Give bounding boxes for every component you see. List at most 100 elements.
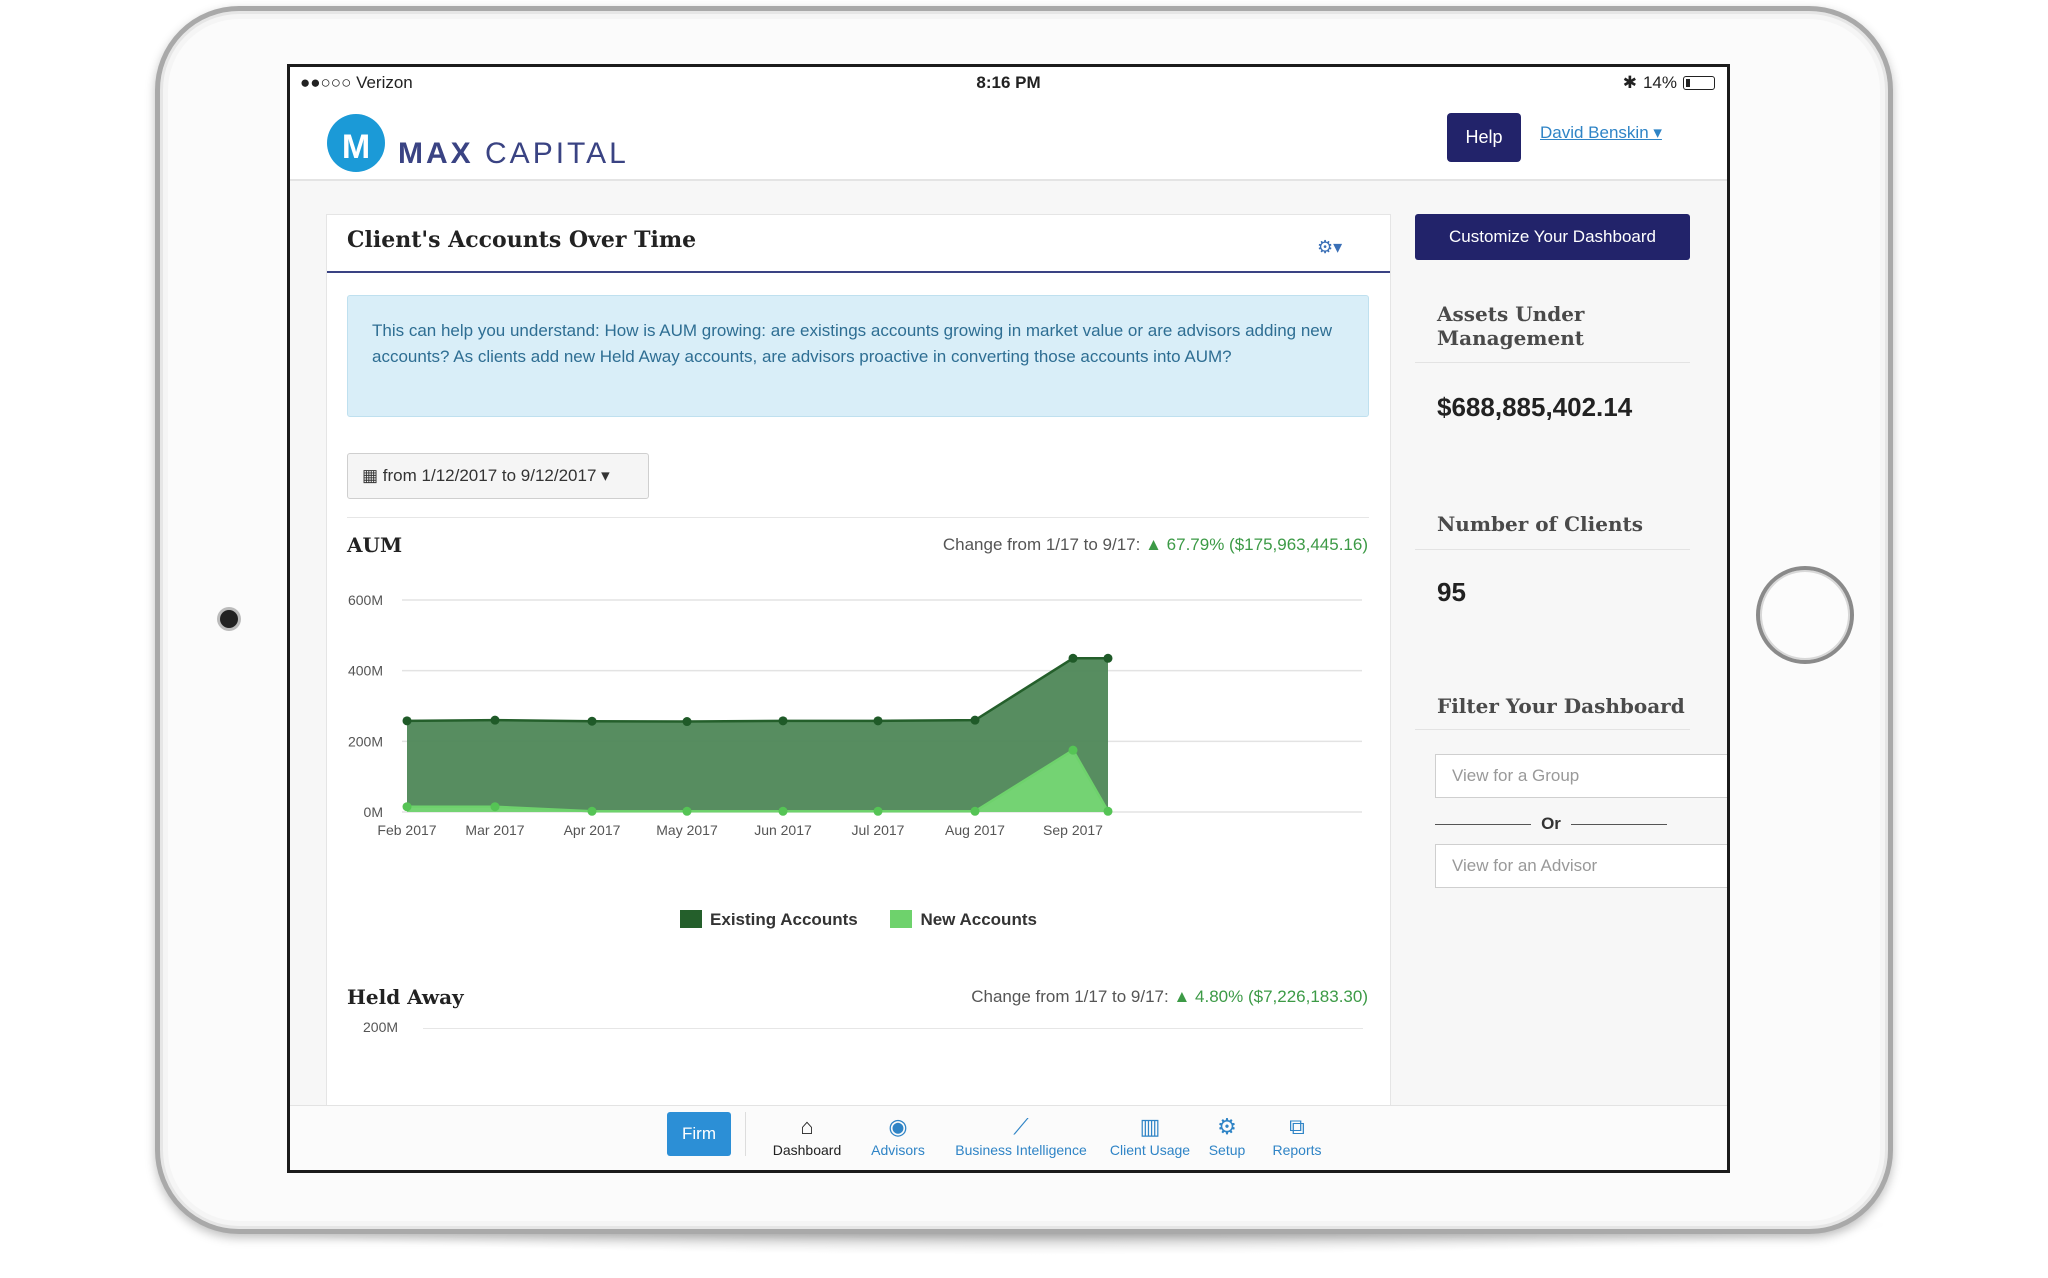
clock: 8:16 PM bbox=[290, 73, 1727, 93]
status-bar: ●●○○○ Verizon 8:16 PM ✱ 14% bbox=[290, 67, 1727, 97]
data-point[interactable] bbox=[491, 716, 500, 725]
area-existing-accounts bbox=[407, 658, 1108, 812]
data-point[interactable] bbox=[1069, 746, 1078, 755]
held-change-prefix: Change from 1/17 to 9/17: bbox=[971, 987, 1169, 1006]
brand-name[interactable]: MAX CAPITAL bbox=[398, 137, 629, 171]
data-point[interactable] bbox=[403, 802, 412, 811]
help-button[interactable]: Help bbox=[1447, 113, 1521, 162]
data-point[interactable] bbox=[874, 807, 883, 816]
data-point[interactable] bbox=[1069, 654, 1078, 663]
group-filter-input[interactable]: View for a Group bbox=[1435, 754, 1730, 798]
user-menu[interactable]: David Benskin ▾ bbox=[1540, 123, 1662, 143]
x-tick-label: May 2017 bbox=[656, 822, 718, 838]
tab-advisors[interactable]: ◉ Advisors bbox=[854, 1114, 942, 1158]
aum-stat-label-line1: Assets Under bbox=[1437, 302, 1584, 326]
y-tick-label: 600M bbox=[348, 592, 383, 608]
held-y-tick: 200M bbox=[363, 1019, 398, 1035]
bar-chart-icon: ▥ bbox=[1105, 1114, 1195, 1142]
data-point[interactable] bbox=[1104, 807, 1113, 816]
data-point[interactable] bbox=[971, 716, 980, 725]
tab-bi-label: Business Intelligence bbox=[949, 1142, 1093, 1158]
line-chart-icon: ⟋ bbox=[949, 1114, 1093, 1142]
y-tick-label: 0M bbox=[364, 804, 383, 820]
tab-advisors-label: Advisors bbox=[854, 1142, 942, 1158]
data-point[interactable] bbox=[588, 717, 597, 726]
date-range-label: from 1/12/2017 to 9/12/2017 ▾ bbox=[383, 466, 610, 485]
held-change-value: ▲ 4.80% ($7,226,183.30) bbox=[1173, 987, 1368, 1006]
data-point[interactable] bbox=[683, 807, 692, 816]
held-gridline bbox=[423, 1028, 1363, 1029]
data-point[interactable] bbox=[403, 716, 412, 725]
brand-light: CAPITAL bbox=[485, 137, 629, 170]
date-range-button[interactable]: ▦ from 1/12/2017 to 9/12/2017 ▾ bbox=[347, 453, 649, 499]
held-away-title: Held Away bbox=[347, 985, 464, 1009]
data-point[interactable] bbox=[1104, 654, 1113, 663]
x-tick-label: Mar 2017 bbox=[465, 822, 524, 838]
tab-setup-label: Setup bbox=[1200, 1142, 1254, 1158]
x-tick-label: Aug 2017 bbox=[945, 822, 1005, 838]
info-alert: This can help you understand: How is AUM… bbox=[347, 295, 1369, 417]
x-tick-label: Apr 2017 bbox=[564, 822, 621, 838]
logo-icon[interactable]: M bbox=[327, 114, 385, 172]
firm-button[interactable]: Firm bbox=[667, 1112, 731, 1156]
data-point[interactable] bbox=[491, 802, 500, 811]
held-away-change: Change from 1/17 to 9/17: ▲ 4.80% ($7,22… bbox=[971, 987, 1368, 1007]
aum-change-value: ▲ 67.79% ($175,963,445.16) bbox=[1145, 535, 1368, 554]
divider bbox=[1415, 729, 1690, 730]
bottom-tab-bar: Firm ⌂ Dashboard ◉ Advisors ⟋ Business I… bbox=[290, 1105, 1727, 1173]
top-navbar: M MAX CAPITAL Help David Benskin ▾ bbox=[290, 97, 1727, 181]
camera-icon bbox=[220, 610, 238, 628]
data-point[interactable] bbox=[779, 716, 788, 725]
copy-icon: ⧉ bbox=[1262, 1114, 1332, 1142]
legend-swatch-new bbox=[890, 910, 912, 928]
chart-legend: Existing Accounts New Accounts bbox=[327, 910, 1390, 930]
legend-existing[interactable]: Existing Accounts bbox=[680, 910, 858, 930]
x-tick-label: Jul 2017 bbox=[852, 822, 905, 838]
brand-bold: MAX bbox=[398, 137, 474, 170]
user-circle-icon: ◉ bbox=[854, 1114, 942, 1142]
y-tick-label: 200M bbox=[348, 733, 383, 749]
aum-change: Change from 1/17 to 9/17: ▲ 67.79% ($175… bbox=[943, 535, 1368, 555]
legend-swatch-existing bbox=[680, 910, 702, 928]
data-point[interactable] bbox=[971, 807, 980, 816]
legend-new[interactable]: New Accounts bbox=[890, 910, 1037, 930]
tab-reports-label: Reports bbox=[1262, 1142, 1332, 1158]
battery-indicator: ✱ 14% bbox=[1623, 73, 1715, 93]
or-separator: Or bbox=[1435, 812, 1667, 836]
x-tick-label: Feb 2017 bbox=[377, 822, 436, 838]
aum-stat-value: $688,885,402.14 bbox=[1437, 392, 1632, 423]
clients-stat-value: 95 bbox=[1437, 577, 1466, 608]
aum-stat-label-line2: Management bbox=[1437, 326, 1584, 350]
battery-percent: 14% bbox=[1643, 73, 1677, 93]
x-tick-label: Sep 2017 bbox=[1043, 822, 1103, 838]
customize-dashboard-button[interactable]: Customize Your Dashboard bbox=[1415, 214, 1690, 260]
advisor-filter-input[interactable]: View for an Advisor bbox=[1435, 844, 1730, 888]
gear-icon[interactable]: ⚙▾ bbox=[1317, 237, 1342, 258]
tab-setup[interactable]: ⚙ Setup bbox=[1200, 1114, 1254, 1158]
divider bbox=[1415, 549, 1690, 550]
data-point[interactable] bbox=[588, 807, 597, 816]
aum-change-prefix: Change from 1/17 to 9/17: bbox=[943, 535, 1141, 554]
sidebar: Customize Your Dashboard Assets Under Ma… bbox=[1415, 214, 1700, 914]
y-tick-label: 400M bbox=[348, 663, 383, 679]
data-point[interactable] bbox=[683, 717, 692, 726]
tab-dashboard[interactable]: ⌂ Dashboard bbox=[757, 1114, 857, 1158]
filter-label: Filter Your Dashboard bbox=[1437, 694, 1685, 718]
data-point[interactable] bbox=[874, 716, 883, 725]
legend-new-label: New Accounts bbox=[920, 910, 1037, 929]
tab-dashboard-label: Dashboard bbox=[757, 1142, 857, 1158]
card-title: Client's Accounts Over Time bbox=[347, 227, 696, 253]
aum-stat-label: Assets Under Management bbox=[1437, 302, 1584, 350]
x-tick-label: Jun 2017 bbox=[754, 822, 812, 838]
home-icon: ⌂ bbox=[757, 1114, 857, 1142]
divider bbox=[745, 1112, 746, 1156]
data-point[interactable] bbox=[779, 807, 788, 816]
tab-business-intelligence[interactable]: ⟋ Business Intelligence bbox=[949, 1114, 1093, 1158]
tab-client-usage[interactable]: ▥ Client Usage bbox=[1105, 1114, 1195, 1158]
or-line-right bbox=[1571, 824, 1667, 825]
tab-client-usage-label: Client Usage bbox=[1105, 1142, 1195, 1158]
tab-reports[interactable]: ⧉ Reports bbox=[1262, 1114, 1332, 1158]
accounts-card: Client's Accounts Over Time ⚙▾ This can … bbox=[326, 214, 1391, 1173]
legend-existing-label: Existing Accounts bbox=[710, 910, 858, 929]
home-button[interactable] bbox=[1756, 566, 1854, 664]
